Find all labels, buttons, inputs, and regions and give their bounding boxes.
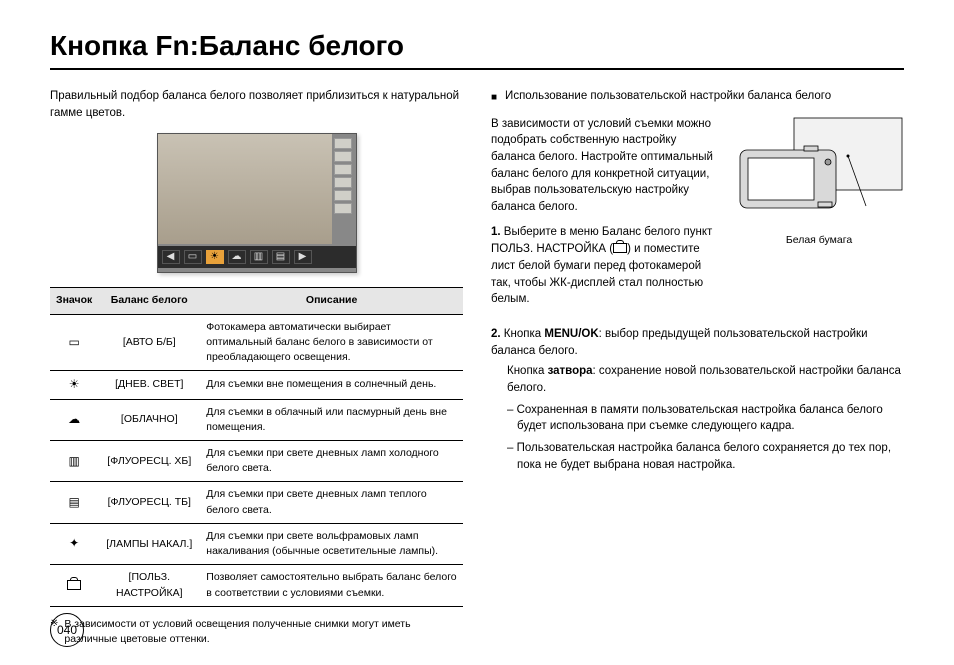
wb-bar-item: ▥ — [250, 250, 268, 264]
auto-wb-icon: ▭ — [50, 314, 98, 371]
menu-ok-label: MENU/OK — [544, 328, 598, 340]
wb-mode-desc: Для съемки в облачный или пасмурный день… — [200, 399, 463, 440]
wb-mode-name: [АВТО Б/Б] — [98, 314, 200, 371]
table-row: ☁[ОБЛАЧНО]Для съемки в облачный или пасм… — [50, 399, 463, 440]
step2-line-b: Кнопка затвора: сохранение новой пользов… — [507, 363, 904, 396]
wb-mode-name: [ОБЛАЧНО] — [98, 399, 200, 440]
step2-prefix-a: Кнопка — [504, 328, 545, 340]
shutter-label: затвора — [548, 365, 593, 377]
wb-mode-desc: Фотокамера автоматически выбирает оптима… — [200, 314, 463, 371]
camera-illustration — [734, 116, 904, 226]
wb-mode-desc: Позволяет самостоятельно выбрать баланс … — [200, 565, 463, 606]
camera-lcd-figure: ◀ ▭ ☀ ☁ ▥ ▤ ▶ — [50, 133, 463, 273]
tungsten-icon: ✦ — [50, 523, 98, 564]
lcd-wb-bar: ◀ ▭ ☀ ☁ ▥ ▤ ▶ — [158, 246, 356, 268]
fluor-l-icon: ▤ — [50, 482, 98, 523]
step2-prefix-b: Кнопка — [507, 365, 548, 377]
wb-bar-item: ◀ — [162, 250, 180, 264]
table-row: ▭[АВТО Б/Б]Фотокамера автоматически выби… — [50, 314, 463, 371]
footnote-text: В зависимости от условий освещения получ… — [64, 617, 463, 647]
lcd-photo-area — [158, 134, 332, 244]
wb-mode-name: [ПОЛЬЗ. НАСТРОЙКА] — [98, 565, 200, 606]
wb-mode-name: [ФЛУОРЕСЦ. ТБ] — [98, 482, 200, 523]
camera-lcd-screenshot: ◀ ▭ ☀ ☁ ▥ ▤ ▶ — [157, 133, 357, 273]
lcd-side-icons — [334, 138, 354, 214]
right-column: ■ Использование пользовательской настрой… — [491, 88, 904, 647]
procedure-step-2: 2. Кнопка MENU/OK: выбор предыдущей поль… — [491, 326, 904, 473]
note-dash-1: – Сохраненная в памяти пользовательская … — [507, 402, 904, 435]
col-desc-header: Описание — [200, 288, 463, 314]
col-mode-header: Баланс белого — [98, 288, 200, 314]
white-balance-table: Значок Баланс белого Описание ▭[АВТО Б/Б… — [50, 287, 463, 606]
sun-icon: ☀ — [50, 371, 98, 399]
cloud-icon: ☁ — [50, 399, 98, 440]
table-row: [ПОЛЬЗ. НАСТРОЙКА]Позволяет самостоятель… — [50, 565, 463, 606]
wb-mode-desc: Для съемки при свете дневных ламп холодн… — [200, 441, 463, 482]
table-row: ✦[ЛАМПЫ НАКАЛ.]Для съемки при свете воль… — [50, 523, 463, 564]
step-number: 1. — [491, 226, 501, 238]
footnote: ※ В зависимости от условий освещения пол… — [50, 617, 463, 647]
page-number: 040 — [50, 613, 84, 647]
wb-bar-item: ▤ — [272, 250, 290, 264]
table-header-row: Значок Баланс белого Описание — [50, 288, 463, 314]
right-intro-and-step1: В зависимости от условий съемки можно по… — [491, 116, 722, 316]
fluor-h-icon: ▥ — [50, 441, 98, 482]
square-bullet-icon: ■ — [491, 91, 497, 106]
wb-mode-desc: Для съемки при свете вольфрамовых ламп н… — [200, 523, 463, 564]
section-heading: ■ Использование пользовательской настрой… — [491, 88, 904, 106]
wb-mode-name: [ДНЕВ. СВЕТ] — [98, 371, 200, 399]
intro-paragraph: Правильный подбор баланса белого позволя… — [50, 88, 463, 121]
right-paragraph: В зависимости от условий съемки можно по… — [491, 116, 722, 216]
camera-paper-figure: Белая бумага — [734, 116, 904, 248]
wb-mode-name: [ЛАМПЫ НАКАЛ.] — [98, 523, 200, 564]
procedure-step-1: 1. Выберите в меню Баланс белого пункт П… — [491, 224, 722, 308]
custom-wb-icon — [613, 240, 627, 252]
table-row: ▥[ФЛУОРЕСЦ. ХБ]Для съемки при свете днев… — [50, 441, 463, 482]
wb-mode-name: [ФЛУОРЕСЦ. ХБ] — [98, 441, 200, 482]
wb-mode-desc: Для съемки при свете дневных ламп теплог… — [200, 482, 463, 523]
wb-bar-item: ▭ — [184, 250, 202, 264]
section-heading-text: Использование пользовательской настройки… — [505, 88, 831, 106]
col-icon-header: Значок — [50, 288, 98, 314]
page-title: Кнопка Fn:Баланс белого — [50, 30, 904, 70]
table-row: ▤[ФЛУОРЕСЦ. ТБ]Для съемки при свете днев… — [50, 482, 463, 523]
wb-bar-item: ☁ — [228, 250, 246, 264]
table-row: ☀[ДНЕВ. СВЕТ]Для съемки вне помещения в … — [50, 371, 463, 399]
step2-line-a: Кнопка MENU/OK: выбор предыдущей пользов… — [491, 328, 868, 357]
left-column: Правильный подбор баланса белого позволя… — [50, 88, 463, 647]
wb-bar-item: ▶ — [294, 250, 312, 264]
figure-caption: Белая бумага — [734, 233, 904, 248]
wb-bar-item-active: ☀ — [206, 250, 224, 264]
note-dash-2: – Пользовательская настройка баланса бел… — [507, 440, 904, 473]
two-column-layout: Правильный подбор баланса белого позволя… — [50, 88, 904, 647]
custom-wb-icon — [50, 565, 98, 606]
wb-mode-desc: Для съемки вне помещения в солнечный ден… — [200, 371, 463, 399]
step-number: 2. — [491, 328, 501, 340]
